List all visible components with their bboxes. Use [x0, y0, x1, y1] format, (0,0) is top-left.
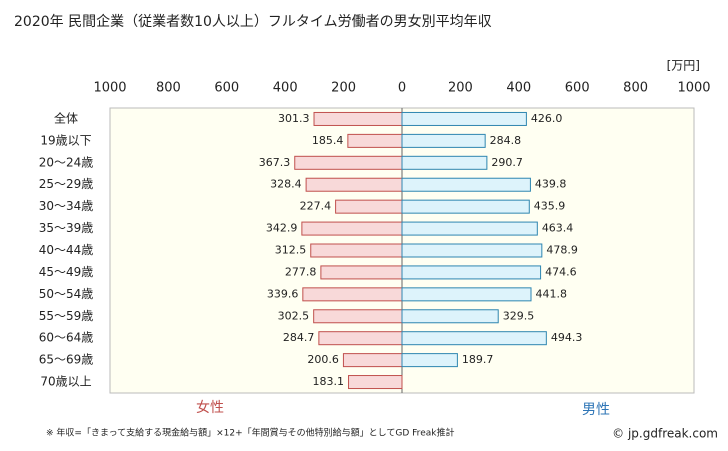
bar	[313, 111, 403, 126]
value-label: 183.1	[313, 375, 345, 388]
category-label: 19歳以下	[40, 133, 91, 147]
value-label: 301.3	[278, 112, 310, 125]
x-tick-label: 800	[156, 81, 181, 96]
value-label: 463.4	[542, 222, 574, 235]
legend-label: 男性	[582, 402, 610, 418]
bar	[401, 111, 527, 126]
category-label: 30～34歳	[39, 199, 94, 213]
value-label: 329.5	[503, 309, 535, 322]
value-label: 277.8	[285, 265, 317, 278]
bar	[401, 353, 458, 368]
value-label: 284.8	[490, 134, 522, 147]
category-label: 25～29歳	[39, 177, 94, 191]
bar	[305, 177, 403, 192]
category-label: 65～69歳	[39, 353, 94, 367]
value-label: 474.6	[545, 265, 577, 278]
value-label: 302.5	[278, 309, 310, 322]
bar	[335, 199, 403, 214]
value-label: 200.6	[307, 353, 339, 366]
x-tick-label: 400	[506, 81, 531, 96]
category-label: 35～39歳	[39, 221, 94, 235]
bar	[401, 133, 486, 148]
bar	[347, 133, 403, 148]
x-tick-label: 200	[331, 81, 356, 96]
bar	[401, 287, 532, 302]
value-label: 435.9	[534, 200, 566, 213]
value-label: 189.7	[462, 353, 494, 366]
x-tick-label: 1000	[677, 81, 710, 96]
value-label: 312.5	[275, 244, 307, 257]
bar	[310, 243, 403, 258]
bar	[401, 331, 547, 346]
bar	[401, 309, 499, 324]
value-label: 426.0	[531, 112, 563, 125]
category-label: 55～59歳	[39, 309, 94, 323]
x-tick-label: 400	[273, 81, 298, 96]
x-tick-label: 600	[214, 81, 239, 96]
value-label: 328.4	[270, 178, 302, 191]
value-label: 339.6	[267, 287, 299, 300]
footnote: ※ 年収=「きまって支給する現金給与額」×12+「年間賞与その他特別給与額」とし…	[46, 427, 454, 439]
x-tick-label: 1000	[93, 81, 126, 96]
x-tick-label: 200	[448, 81, 473, 96]
value-label: 478.9	[546, 244, 578, 257]
value-label: 227.4	[300, 200, 332, 213]
category-label: 40～44歳	[39, 243, 94, 257]
bar	[401, 155, 488, 170]
value-label: 441.8	[536, 287, 568, 300]
category-label: 70歳以上	[40, 375, 91, 389]
category-label: 45～49歳	[39, 265, 94, 279]
x-tick-label: 600	[565, 81, 590, 96]
value-label: 185.4	[312, 134, 344, 147]
credit: © jp.gdfreak.com	[612, 427, 718, 441]
bar	[342, 353, 403, 368]
bar	[401, 221, 538, 236]
value-label: 290.7	[491, 156, 523, 169]
value-label: 494.3	[551, 331, 583, 344]
unit-label: [万円]	[667, 59, 700, 73]
bar	[401, 243, 543, 258]
category-label: 50～54歳	[39, 287, 94, 301]
bar	[401, 199, 530, 214]
category-label: 20～24歳	[39, 155, 94, 169]
x-tick-label: 0	[398, 81, 406, 96]
bar	[320, 265, 403, 280]
bar	[318, 331, 403, 346]
bar	[313, 309, 403, 324]
legend-label: 女性	[196, 399, 224, 416]
bar	[301, 221, 403, 236]
bar	[401, 265, 542, 280]
category-label: 全体	[54, 110, 78, 125]
bar	[294, 155, 403, 170]
value-label: 367.3	[259, 156, 291, 169]
value-label: 342.9	[266, 222, 298, 235]
category-label: 60～64歳	[39, 331, 94, 345]
bar	[348, 375, 403, 390]
x-tick-label: 800	[623, 81, 648, 96]
bar	[401, 177, 531, 192]
bar	[302, 287, 403, 302]
value-label: 439.8	[535, 178, 567, 191]
value-label: 284.7	[283, 331, 315, 344]
chart-title: 2020年 民間企業（従業者数10人以上）フルタイム労働者の男女別平均年収	[14, 13, 492, 30]
